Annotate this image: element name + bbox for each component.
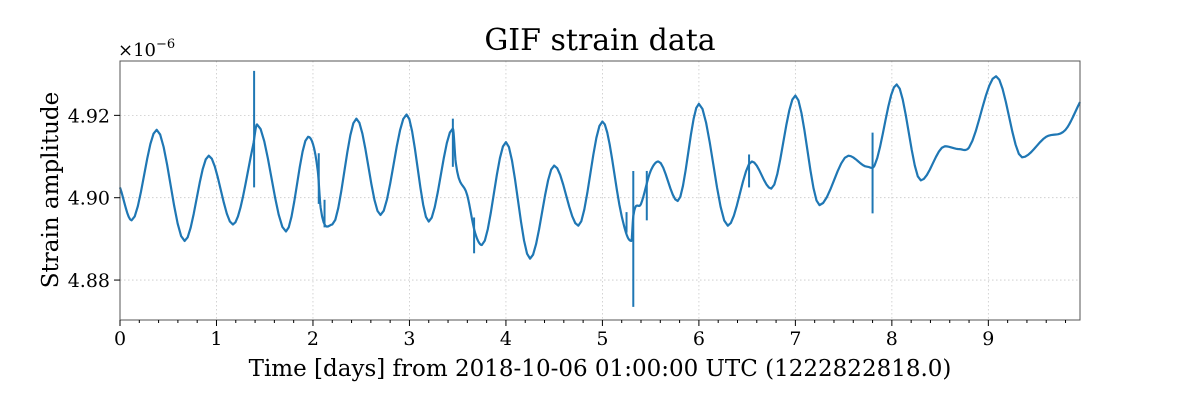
strain-series-line (118, 75, 1081, 260)
y-offset-base: ×10 (118, 40, 156, 61)
x-tick-label: 4 (500, 328, 512, 350)
x-tick-label: 8 (886, 328, 898, 350)
gridlines (119, 61, 1080, 320)
chart-title: GIF strain data (484, 23, 715, 58)
x-tick-label: 1 (210, 328, 222, 350)
x-tick-label: 2 (307, 328, 319, 350)
y-tick-label: 4.90 (68, 188, 110, 210)
y-axis: 4.88 4.90 4.92 (68, 105, 120, 292)
y-tick-label: 4.88 (68, 270, 110, 292)
x-axis-label: Time [days] from 2018-10-06 01:00:00 UTC… (249, 356, 952, 382)
plot-frame (119, 60, 1081, 321)
y-tick-label: 4.92 (68, 105, 110, 127)
y-axis-label: Strain amplitude (38, 92, 64, 289)
x-tick-label: 0 (114, 328, 126, 350)
x-tick-label: 9 (982, 328, 994, 350)
x-tick-label: 5 (596, 328, 608, 350)
y-offset-label: ×10−6 (118, 37, 175, 61)
x-axis: 0 1 2 3 4 5 6 7 8 9 (114, 320, 1067, 350)
plot-series (118, 70, 1081, 307)
x-tick-label: 6 (693, 328, 705, 350)
x-tick-label: 3 (403, 328, 415, 350)
y-offset-exponent: −6 (156, 37, 175, 52)
x-tick-label: 7 (789, 328, 801, 350)
